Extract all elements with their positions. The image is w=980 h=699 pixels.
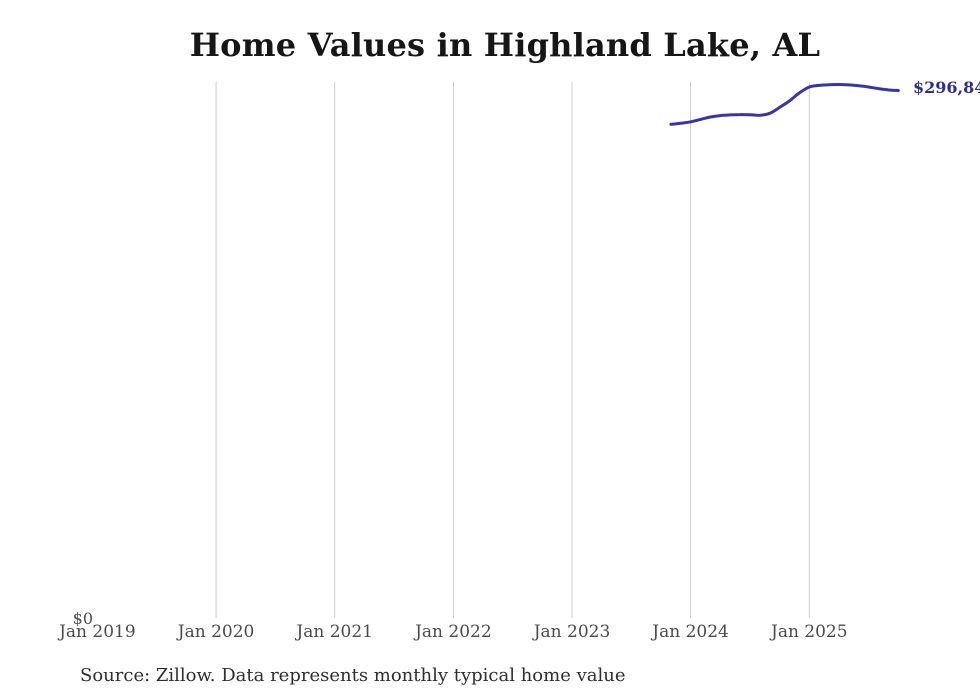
x-tick-label-jan-2025: Jan 2025: [771, 622, 848, 642]
x-tick-label-jan-2021: Jan 2021: [296, 622, 373, 642]
x-tick-label-jan-2024: Jan 2024: [652, 622, 729, 642]
x-tick-label-jan-2023: Jan 2023: [533, 622, 611, 642]
latest-value-label: $296,845: [913, 78, 980, 97]
chart-title: Home Values in Highland Lake, AL: [189, 26, 821, 64]
x-tick-label-jan-2020: Jan 2020: [177, 622, 255, 642]
home-value-line: [669, 83, 900, 126]
x-tick-label-jan-2019: Jan 2019: [59, 622, 136, 642]
x-tick-label-jan-2022: Jan 2022: [415, 622, 492, 642]
source-note: Source: Zillow. Data represents monthly …: [80, 665, 626, 686]
y-axis-zero-label: $0: [72, 609, 93, 628]
